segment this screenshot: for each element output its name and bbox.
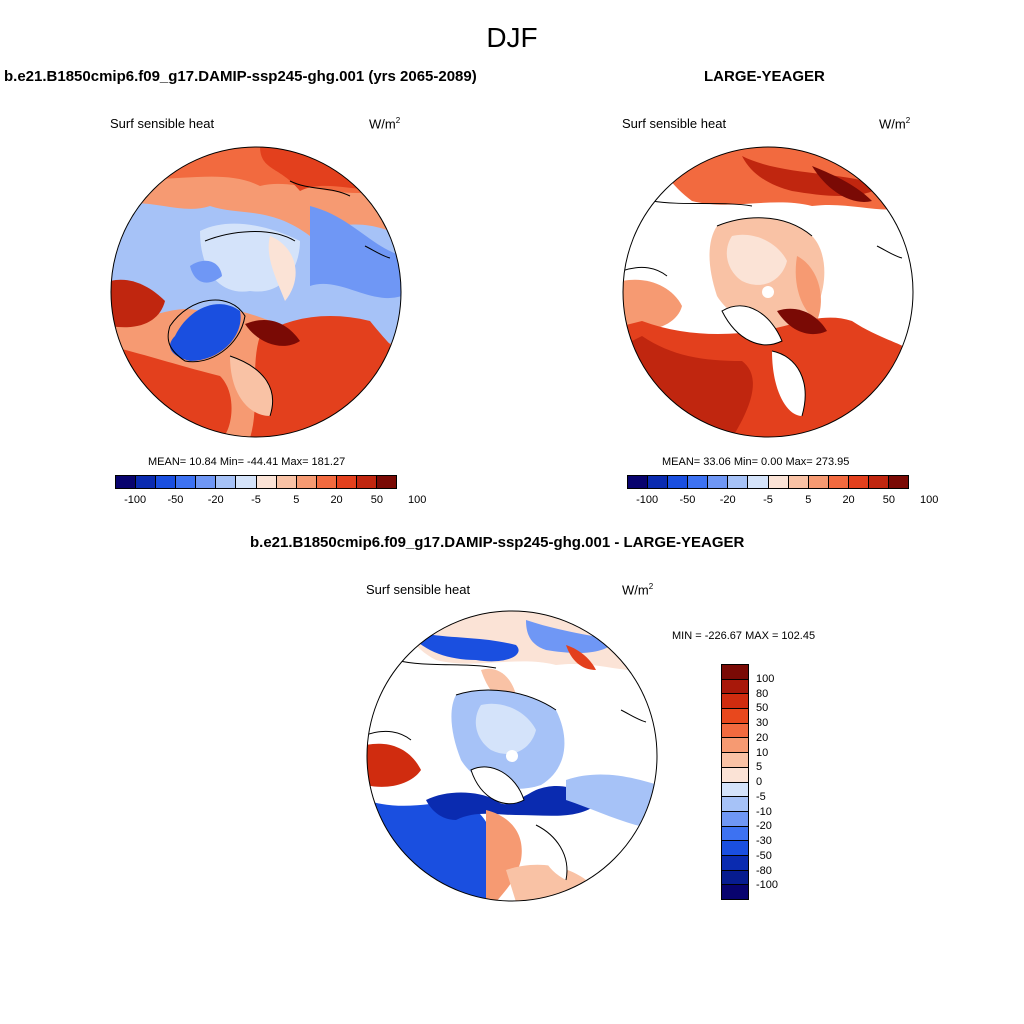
- colorbar-tick-label: 20: [330, 494, 343, 506]
- colorbar-swatch: [336, 476, 357, 488]
- colorbar-tick-label: -5: [251, 494, 261, 506]
- test-units-label: W/m2: [369, 116, 401, 132]
- colorbar-tick-label: 10: [756, 746, 769, 759]
- colorbar-swatch: [722, 738, 748, 754]
- colorbar-swatch: [276, 476, 297, 488]
- obs-title: LARGE-YEAGER: [704, 68, 825, 85]
- colorbar-tick-label: -50: [167, 494, 184, 506]
- colorbar-swatch: [722, 841, 748, 856]
- colorbar-swatch: [377, 476, 397, 488]
- diff-variable-label: Surf sensible heat: [366, 582, 471, 597]
- colorbar-tick-label: 5: [756, 761, 763, 774]
- colorbar-tick-label: 50: [882, 494, 895, 506]
- colorbar-tick-label: 20: [842, 494, 855, 506]
- colorbar-tick-label: -20: [207, 494, 224, 506]
- obs-colorbar: [627, 475, 909, 489]
- obs-units-label: W/m2: [879, 116, 911, 132]
- colorbar-swatch: [722, 782, 748, 798]
- colorbar-tick-label: -50: [679, 494, 696, 506]
- colorbar-tick-label: -5: [763, 494, 773, 506]
- colorbar-tick-label: 50: [756, 702, 769, 715]
- colorbar-swatch: [236, 476, 257, 488]
- colorbar-swatch: [722, 870, 748, 886]
- colorbar-swatch: [722, 694, 748, 710]
- colorbar-swatch: [256, 476, 277, 488]
- colorbar-swatch: [176, 476, 197, 488]
- colorbar-swatch: [868, 476, 890, 488]
- colorbar-swatch: [722, 679, 748, 695]
- colorbar-tick-label: -50: [756, 849, 772, 862]
- colorbar-swatch: [648, 476, 669, 488]
- obs-colorbar-ticks: -100 -50 -20 -5 5 20 50 100: [627, 494, 938, 508]
- colorbar-swatch: [788, 476, 809, 488]
- test-case-title: b.e21.B1850cmip6.f09_g17.DAMIP-ssp245-gh…: [4, 68, 477, 85]
- colorbar-swatch: [889, 476, 909, 488]
- test-colorbar: [115, 475, 397, 489]
- colorbar-swatch: [216, 476, 237, 488]
- colorbar-swatch: [722, 767, 748, 783]
- colorbar-swatch: [316, 476, 337, 488]
- colorbar-swatch: [136, 476, 157, 488]
- colorbar-tick-label: -100: [636, 494, 659, 506]
- colorbar-swatch: [196, 476, 217, 488]
- colorbar-swatch: [722, 709, 748, 724]
- colorbar-swatch: [848, 476, 869, 488]
- diff-title: b.e21.B1850cmip6.f09_g17.DAMIP-ssp245-gh…: [250, 534, 745, 551]
- colorbar-swatch: [156, 476, 177, 488]
- diff-colorbar: [721, 664, 749, 900]
- colorbar-tick-label: 80: [756, 687, 769, 700]
- colorbar-tick-label: 0: [756, 776, 763, 788]
- colorbar-tick-label: -100: [756, 879, 779, 892]
- colorbar-swatch: [116, 476, 137, 488]
- colorbar-tick-label: -10: [756, 805, 772, 818]
- colorbar-swatch: [728, 476, 749, 488]
- colorbar-swatch: [356, 476, 378, 488]
- test-stats: MEAN= 10.84 Min= -44.41 Max= 181.27: [148, 456, 346, 468]
- colorbar-tick-label: 100: [756, 672, 775, 685]
- colorbar-swatch: [668, 476, 689, 488]
- colorbar-swatch: [828, 476, 849, 488]
- season-title: DJF: [486, 22, 538, 53]
- colorbar-swatch: [722, 797, 748, 812]
- colorbar-swatch: [808, 476, 829, 488]
- colorbar-swatch: [688, 476, 709, 488]
- colorbar-tick-label: 50: [370, 494, 383, 506]
- colorbar-tick-label: -100: [124, 494, 147, 506]
- colorbar-tick-label: 5: [293, 494, 300, 506]
- colorbar-tick-label: -30: [756, 835, 772, 847]
- colorbar-tick-label: -20: [719, 494, 736, 506]
- colorbar-tick-label: 100: [407, 494, 427, 506]
- colorbar-tick-label: -20: [756, 820, 772, 833]
- colorbar-tick-label: 30: [756, 717, 769, 729]
- colorbar-swatch: [628, 476, 649, 488]
- diff-polar-map: [366, 610, 658, 902]
- colorbar-swatch: [722, 753, 748, 768]
- colorbar-swatch: [748, 476, 769, 488]
- obs-stats: MEAN= 33.06 Min= 0.00 Max= 273.95: [662, 456, 850, 468]
- colorbar-swatch: [722, 665, 748, 680]
- obs-variable-label: Surf sensible heat: [622, 116, 727, 131]
- colorbar-tick-label: -80: [756, 864, 772, 877]
- test-polar-map: [110, 146, 402, 438]
- colorbar-swatch: [722, 826, 748, 842]
- diff-units-label: W/m2: [622, 582, 654, 598]
- colorbar-tick-label: -5: [756, 790, 766, 803]
- colorbar-tick-label: 20: [756, 731, 769, 744]
- colorbar-swatch: [722, 811, 748, 827]
- colorbar-swatch: [722, 723, 748, 739]
- obs-polar-map: [622, 146, 914, 438]
- diff-colorbar-ticks: 100 80 50 30 20 10 5 0 -5 -10 -20 -30 -50 -80 -100: [756, 664, 806, 900]
- test-variable-label: Surf sensible heat: [110, 116, 215, 131]
- diff-stats: MIN = -226.67 MAX = 102.45: [672, 630, 816, 642]
- colorbar-tick-label: 100: [919, 494, 939, 506]
- colorbar-swatch: [768, 476, 789, 488]
- colorbar-swatch: [296, 476, 317, 488]
- colorbar-swatch: [708, 476, 729, 488]
- colorbar-tick-label: 5: [805, 494, 812, 506]
- colorbar-swatch: [722, 885, 748, 899]
- colorbar-swatch: [722, 855, 748, 871]
- test-colorbar-ticks: -100 -50 -20 -5 5 20 50 100: [115, 494, 426, 508]
